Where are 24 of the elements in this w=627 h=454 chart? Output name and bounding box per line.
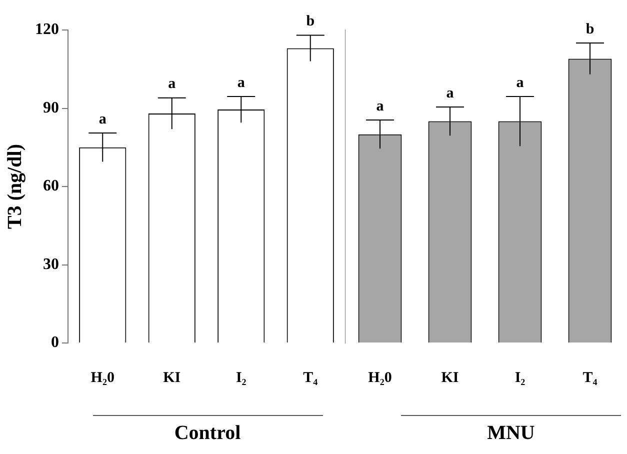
x-tick-label: KI	[163, 370, 181, 386]
y-tick-label: 60	[43, 178, 59, 195]
annotation: b	[586, 21, 594, 38]
annotation: a	[516, 74, 524, 91]
annotation: a	[237, 74, 246, 91]
x-tick-label: H₂0	[90, 370, 114, 386]
x-tick-label: I₂	[514, 370, 526, 386]
y-tick-label: 120	[35, 21, 59, 38]
y-tick-label: 30	[43, 256, 59, 273]
x-tick-label: T₄	[582, 370, 598, 386]
annotation: b	[306, 14, 315, 30]
x-axis-title: MNU	[487, 422, 535, 445]
y-tick-label: 90	[43, 99, 59, 116]
annotation: a	[168, 76, 176, 92]
y-tick-label: 0	[51, 334, 59, 352]
annotation: a	[376, 98, 384, 114]
y-axis-title: T3 (ng/dl)	[4, 144, 26, 230]
x-tick-label: H₂0	[368, 370, 392, 386]
annotation: a	[98, 111, 107, 128]
x-axis-title: Control	[174, 422, 241, 445]
x-tick-label: KI	[441, 370, 459, 386]
x-tick-label: T₄	[303, 370, 318, 386]
annotation: a	[446, 85, 454, 102]
x-tick-label: I₂	[236, 370, 247, 386]
